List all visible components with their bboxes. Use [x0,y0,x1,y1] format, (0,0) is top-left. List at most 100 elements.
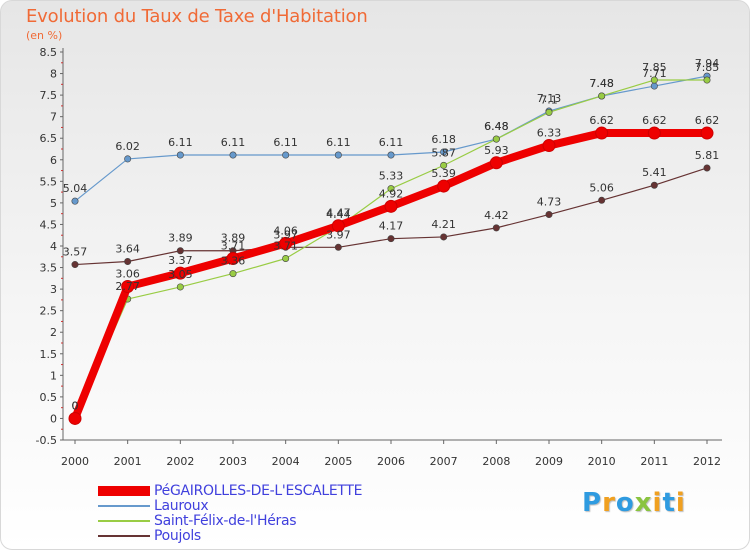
data-label: 3.71 [221,240,246,253]
y-tick-label: 3.5 [40,262,58,275]
data-point [173,266,187,280]
legend-swatch [98,486,150,496]
data-point [647,126,661,140]
legend-label: Saint-Félix-de-l'Héras [154,513,297,529]
data-point [545,108,553,116]
legend-label: Poujols [154,528,201,544]
y-tick-label: 5.5 [40,175,58,188]
x-tick-label: 2012 [693,455,721,468]
data-label: 2.77 [115,280,140,293]
y-tick-label: 8 [50,68,57,81]
data-label: 6.33 [537,127,562,140]
data-point [545,211,553,219]
data-label: 4.73 [537,196,562,209]
data-label: 5.33 [379,170,404,183]
x-tick-label: 2005 [324,455,352,468]
data-point [71,197,79,205]
data-label: 3.57 [63,246,88,259]
data-point [331,219,345,233]
data-label: 3.06 [115,268,140,281]
data-label: 5.41 [642,166,667,179]
data-point [440,161,448,169]
x-tick-label: 2001 [114,455,142,468]
data-point [650,76,658,84]
data-label: 0 [72,399,79,412]
y-tick-label: 1.5 [40,348,58,361]
x-tick-label: 2011 [640,455,668,468]
data-point [282,255,290,263]
y-tick-label: 4.5 [40,218,58,231]
data-point [176,283,184,291]
data-label: 3.89 [221,232,246,245]
data-label: 3.05 [168,268,193,281]
data-label: 6.62 [589,114,614,127]
logo-letter: P [582,488,603,518]
data-label: 6.62 [695,114,720,127]
data-point [334,151,342,159]
y-tick-label: 7 [50,111,57,124]
data-label: 7.71 [642,67,667,80]
x-tick-label: 2008 [482,455,510,468]
data-point [489,156,503,170]
data-point [440,148,448,156]
data-point [229,151,237,159]
data-point [437,179,451,193]
legend-swatch [98,505,150,507]
data-point [68,411,82,425]
data-label: 0 [72,399,79,412]
y-tick-label: 4 [50,240,57,253]
data-label: 6.11 [168,136,193,149]
data-label: 6.11 [221,136,246,149]
data-label: 3.97 [273,228,298,241]
data-label: 5.39 [431,167,456,180]
data-point [387,185,395,193]
logo-letter: i [675,488,686,518]
data-label: 3.89 [168,232,193,245]
data-label: 6.48 [484,120,509,133]
y-tick-label: 1 [50,369,57,382]
data-point [176,247,184,255]
x-tick-label: 2003 [219,455,247,468]
y-tick-label: 0 [50,412,57,425]
y-tick-label: 8.5 [40,46,58,59]
data-label: 4.21 [431,218,456,231]
data-point [492,135,500,143]
logo-letter: x [634,488,653,518]
data-label: 7.48 [589,77,614,90]
data-point [124,258,132,266]
data-point [384,199,398,213]
data-point [595,126,609,140]
x-tick-label: 2006 [377,455,405,468]
logo-letter: r [602,488,616,518]
data-label: 6.18 [431,133,456,146]
data-point [121,280,135,294]
data-label: 5.93 [484,144,509,157]
data-label: 6.11 [273,136,298,149]
legend-swatch [98,520,150,522]
data-point [650,181,658,189]
y-tick-label: 2 [50,326,57,339]
data-label: 7.48 [589,77,614,90]
data-point [387,235,395,243]
data-point [650,82,658,90]
legend-swatch [98,535,150,537]
data-label: 7.85 [642,61,667,74]
y-tick-label: 6 [50,154,57,167]
x-tick-label: 2010 [588,455,616,468]
data-point [282,151,290,159]
data-label: 5.06 [589,181,614,194]
data-label: 7.1 [540,93,558,106]
data-point [279,236,293,250]
data-point [176,151,184,159]
data-label: 6.62 [642,114,667,127]
data-point [598,92,606,100]
data-label: 3.37 [168,254,193,267]
y-tick-label: 6.5 [40,132,58,145]
y-tick-label: 2.5 [40,305,58,318]
logo-letter: i [652,488,663,518]
data-point [703,76,711,84]
data-label: 6.11 [326,136,351,149]
y-tick-label: 0.5 [40,391,58,404]
data-label: 4.17 [379,220,404,233]
